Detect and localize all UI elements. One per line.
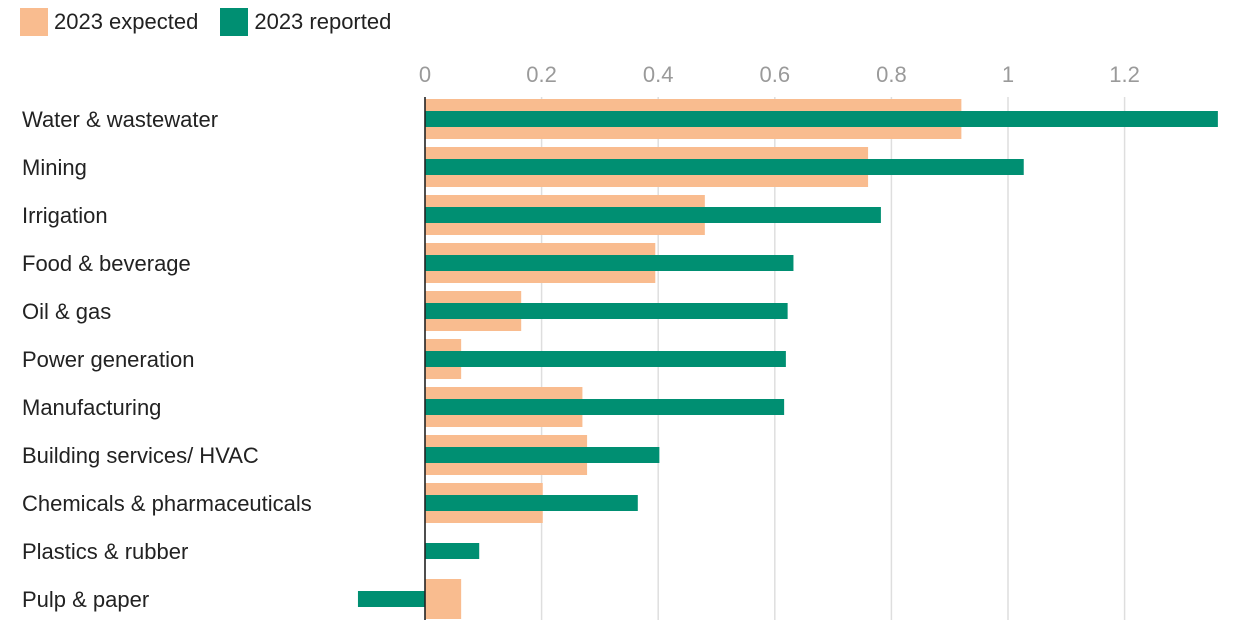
legend-swatch-reported xyxy=(220,8,249,36)
x-tick-label: 0.6 xyxy=(760,62,791,87)
legend-label-expected: 2023 expected xyxy=(54,9,199,34)
bar-reported xyxy=(425,543,480,559)
bar-reported xyxy=(425,447,660,463)
chart-legend: 2023 expected 2023 reported xyxy=(20,6,391,38)
x-tick-label: 1 xyxy=(1002,62,1014,87)
category-label: Pulp & paper xyxy=(22,587,149,612)
legend-swatch-expected xyxy=(20,8,48,36)
bar-reported xyxy=(425,255,794,271)
x-tick-label: 1.2 xyxy=(1109,62,1140,87)
category-label: Building services/ HVAC xyxy=(22,443,259,468)
label-layer: 0 0.2 0.4 0.6 0.8 1 1.2 Water & wastewater Minin… xyxy=(22,62,1140,612)
category-label: Manufacturing xyxy=(22,395,161,420)
bar-reported xyxy=(425,111,1218,127)
category-label: Mining xyxy=(22,155,87,180)
category-label: Plastics & rubber xyxy=(22,539,188,564)
bar-expected xyxy=(425,579,462,619)
legend-item-reported: 2023 reported xyxy=(220,8,391,36)
legend-label-reported: 2023 reported xyxy=(254,9,392,34)
legend-item-expected: 2023 expected xyxy=(20,8,198,36)
x-tick-label: 0.2 xyxy=(526,62,557,87)
x-tick-label: 0.8 xyxy=(876,62,907,87)
x-tick-label: 0.4 xyxy=(643,62,674,87)
category-label: Water & wastewater xyxy=(22,107,218,132)
bar-reported xyxy=(425,399,785,415)
bar-reported xyxy=(425,351,786,367)
category-label: Power generation xyxy=(22,347,194,372)
category-label: Chemicals & pharmaceuticals xyxy=(22,491,312,516)
category-label: Food & beverage xyxy=(22,251,191,276)
bar-reported xyxy=(357,591,425,607)
category-label: Irrigation xyxy=(22,203,108,228)
bar-reported xyxy=(425,159,1024,175)
category-label: Oil & gas xyxy=(22,299,111,324)
bar-reported xyxy=(425,207,881,223)
bar-reported xyxy=(425,303,788,319)
bar-layer xyxy=(357,99,1218,619)
x-tick-label: 0 xyxy=(419,62,431,87)
bar-reported xyxy=(425,495,638,511)
